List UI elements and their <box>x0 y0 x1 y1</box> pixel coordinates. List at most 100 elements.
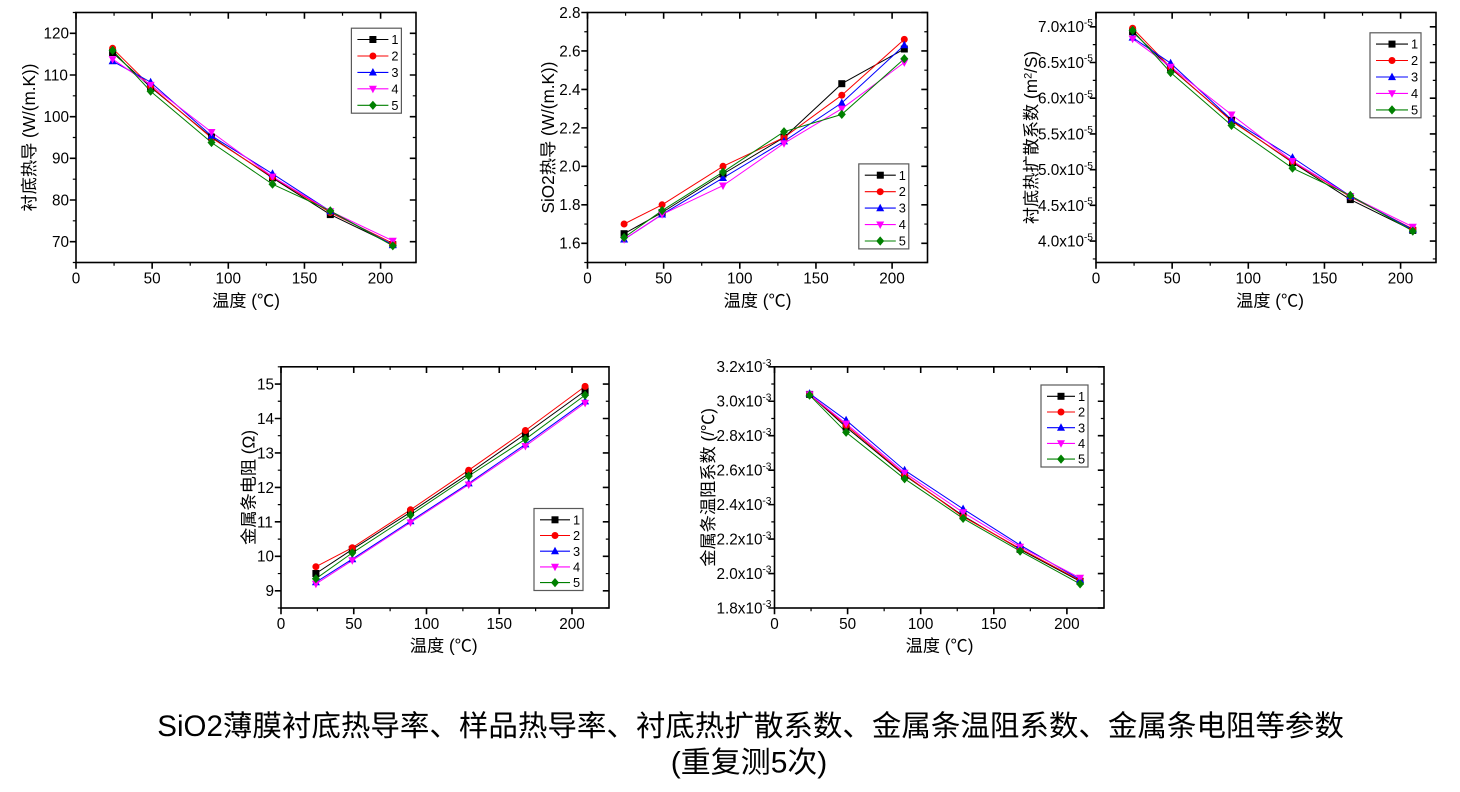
svg-text:-5: -5 <box>1084 54 1093 65</box>
svg-text:6.0: 6.0 <box>1038 91 1059 108</box>
svg-text:5: 5 <box>1411 103 1418 118</box>
svg-text:-3: -3 <box>762 393 771 404</box>
svg-text:(W/(m.K)): (W/(m.K)) <box>538 62 558 136</box>
svg-text:1.6: 1.6 <box>559 236 580 253</box>
svg-text:-3: -3 <box>762 565 771 576</box>
svg-text:-5: -5 <box>1084 18 1093 29</box>
svg-text:x10: x10 <box>1059 126 1084 143</box>
svg-text:2.8: 2.8 <box>717 428 738 445</box>
svg-text:120: 120 <box>44 26 70 43</box>
svg-text:-5: -5 <box>1084 161 1093 172</box>
svg-text:50: 50 <box>655 270 672 287</box>
svg-text:4.0: 4.0 <box>1038 234 1059 251</box>
svg-text:6.5: 6.5 <box>1038 55 1059 72</box>
svg-text:0: 0 <box>1092 270 1101 287</box>
svg-text:80: 80 <box>52 192 69 209</box>
svg-text:7.0: 7.0 <box>1038 19 1059 36</box>
svg-text:0: 0 <box>770 616 779 633</box>
svg-text:-3: -3 <box>762 427 771 438</box>
svg-text:150: 150 <box>981 616 1007 633</box>
svg-text:SiO2: SiO2 <box>538 175 558 213</box>
svg-text:x10: x10 <box>1059 19 1084 36</box>
svg-text:50: 50 <box>839 616 856 633</box>
svg-text:0: 0 <box>583 270 592 287</box>
svg-text:150: 150 <box>487 616 513 633</box>
svg-text:200: 200 <box>559 616 585 633</box>
svg-text:100: 100 <box>727 270 753 287</box>
svg-text:4: 4 <box>1078 436 1085 451</box>
svg-text:70: 70 <box>52 234 69 251</box>
svg-text:14: 14 <box>257 411 275 428</box>
svg-text:-3: -3 <box>762 461 771 472</box>
svg-text:2.8: 2.8 <box>559 5 580 22</box>
svg-text:): ) <box>968 636 974 656</box>
svg-text:2: 2 <box>899 184 906 199</box>
svg-text:50: 50 <box>1164 270 1181 287</box>
svg-text:2: 2 <box>1411 53 1418 68</box>
svg-text:-3: -3 <box>762 530 771 541</box>
svg-text:200: 200 <box>368 270 394 287</box>
svg-text:1: 1 <box>1411 37 1418 52</box>
svg-text:100: 100 <box>44 109 70 126</box>
svg-text:0: 0 <box>277 616 286 633</box>
svg-text:2.2: 2.2 <box>559 120 580 137</box>
svg-text:): ) <box>274 291 280 311</box>
svg-text:50: 50 <box>144 270 161 287</box>
svg-text:4: 4 <box>573 560 580 575</box>
svg-text:0: 0 <box>72 270 81 287</box>
svg-text:3.2: 3.2 <box>717 359 738 376</box>
svg-text:1: 1 <box>1078 389 1085 404</box>
svg-text:-5: -5 <box>1084 232 1093 243</box>
svg-text:(: ( <box>449 636 455 656</box>
svg-text:-3: -3 <box>762 599 771 610</box>
svg-text:150: 150 <box>803 270 829 287</box>
svg-text:50: 50 <box>345 616 362 633</box>
svg-text:(/: (/ <box>698 431 718 442</box>
svg-text:4: 4 <box>899 217 906 232</box>
svg-text:100: 100 <box>414 616 440 633</box>
svg-text:3: 3 <box>391 65 398 80</box>
svg-text:2: 2 <box>391 49 398 64</box>
svg-text:1.8: 1.8 <box>717 600 738 617</box>
svg-text:5: 5 <box>771 747 788 780</box>
svg-text:x10: x10 <box>1059 162 1084 179</box>
svg-text:4.5: 4.5 <box>1038 198 1059 215</box>
svg-text:-3: -3 <box>762 358 771 369</box>
svg-text:150: 150 <box>1312 270 1338 287</box>
svg-text:3: 3 <box>899 201 906 216</box>
svg-text:): ) <box>472 636 478 656</box>
svg-text:100: 100 <box>1236 270 1262 287</box>
svg-text:-5: -5 <box>1084 89 1093 100</box>
svg-text:(: ( <box>251 291 257 311</box>
svg-text:200: 200 <box>879 270 905 287</box>
svg-text:-5: -5 <box>1084 125 1093 136</box>
svg-text:3: 3 <box>1411 70 1418 85</box>
svg-text:200: 200 <box>1054 616 1080 633</box>
svg-text:3: 3 <box>1078 420 1085 435</box>
svg-text:(: ( <box>1275 291 1281 311</box>
svg-text:): ) <box>1298 291 1304 311</box>
svg-text:x10: x10 <box>1059 198 1084 215</box>
svg-text:2.4: 2.4 <box>717 497 739 514</box>
svg-text:1.8: 1.8 <box>559 197 580 214</box>
svg-text:-3: -3 <box>762 496 771 507</box>
svg-text:11: 11 <box>257 514 273 531</box>
svg-text:5.0: 5.0 <box>1038 162 1059 179</box>
svg-text:2.0: 2.0 <box>559 159 580 176</box>
svg-text:5: 5 <box>573 575 580 590</box>
svg-text:3: 3 <box>573 544 580 559</box>
svg-text:(W/(m.K)): (W/(m.K)) <box>19 64 39 138</box>
svg-text:(: ( <box>763 291 769 311</box>
svg-text:90: 90 <box>52 151 69 168</box>
svg-text:10: 10 <box>257 549 274 566</box>
svg-text:(: ( <box>945 636 951 656</box>
svg-text:(Ω): (Ω) <box>239 430 259 454</box>
svg-text:13: 13 <box>257 445 274 462</box>
svg-text:x10: x10 <box>738 428 763 445</box>
svg-text:200: 200 <box>1388 270 1414 287</box>
svg-text:4: 4 <box>391 81 398 96</box>
svg-text:1: 1 <box>899 168 906 183</box>
svg-text:2: 2 <box>1078 405 1085 420</box>
svg-text:/S): /S) <box>1021 51 1041 73</box>
svg-text:): ) <box>786 291 792 311</box>
